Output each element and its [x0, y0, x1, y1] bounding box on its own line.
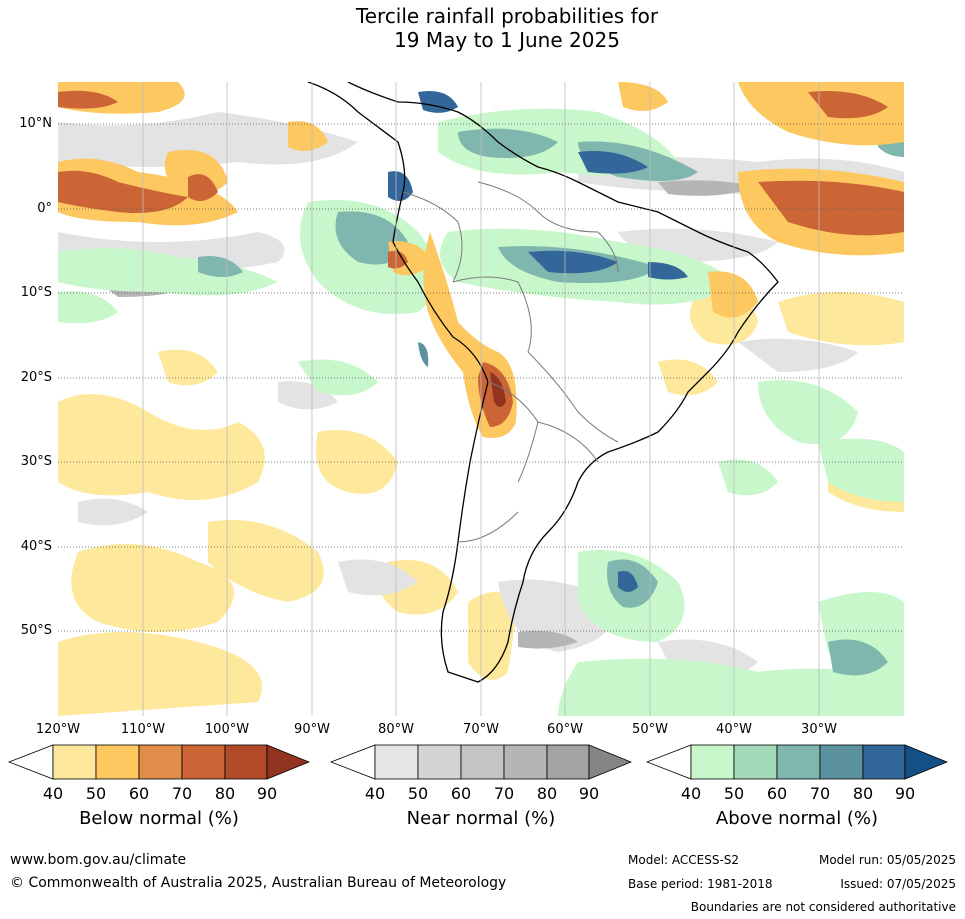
coastline: [307, 82, 779, 683]
lat-label-20s: 20°S: [20, 370, 52, 385]
colorbar-above-label: Above normal (%): [715, 808, 879, 829]
colorbar-above-tick-90: 90: [894, 784, 916, 803]
colorbar-below-tick-50: 50: [85, 784, 107, 803]
colorbar-above-tick-50: 50: [723, 784, 745, 803]
colorbar-below-tick-70: 70: [171, 784, 193, 803]
lon-label-60w: 60°W: [547, 722, 583, 737]
colorbar-below-swatch-1: [52, 744, 97, 780]
colorbar-below-swatch-4: [181, 744, 226, 780]
model-name: Model: ACCESS-S2: [628, 853, 740, 867]
model-run-date: Model run: 05/05/2025: [818, 853, 956, 867]
colorbar-near-tick-50: 50: [407, 784, 429, 803]
colorbar-below-swatch-0: [8, 744, 54, 780]
colorbar-near-tick-40: 40: [364, 784, 386, 803]
colorbar-near-swatch-0: [330, 744, 376, 780]
lon-label-70w: 70°W: [463, 722, 499, 737]
colorbar-above-tick-70: 70: [809, 784, 831, 803]
colorbar-near-tick-60: 60: [450, 784, 472, 803]
colorbar-near-swatch-6: [588, 744, 632, 780]
lon-label-80w: 80°W: [378, 722, 414, 737]
lon-label-30w: 30°W: [801, 722, 837, 737]
colorbar-near-swatch-4: [503, 744, 548, 780]
colorbar-near-tick-90: 90: [578, 784, 600, 803]
colorbar-above-swatch-3: [776, 744, 821, 780]
colorbar-above-swatch-6: [904, 744, 948, 780]
lon-label-90w: 90°W: [294, 722, 330, 737]
colorbar-near-label: Near normal (%): [406, 808, 556, 829]
below-normal-field-strong: [58, 90, 904, 269]
colorbar-near-tick-70: 70: [493, 784, 515, 803]
colorbar-above-tick-60: 60: [766, 784, 788, 803]
lat-label-50s: 50°S: [20, 623, 52, 638]
colorbar-below-tick-40: 40: [42, 784, 64, 803]
country-borders: [402, 181, 619, 543]
title-line-1: Tercile rainfall probabilities for: [355, 4, 659, 28]
colorbar-near-normal: [330, 744, 632, 780]
below-normal-field-south: [58, 290, 904, 716]
colorbar-below-tick-90: 90: [256, 784, 278, 803]
colorbar-below-tick-60: 60: [128, 784, 150, 803]
colorbar-above-swatch-0: [646, 744, 692, 780]
meridians: [142, 82, 820, 716]
lat-label-30s: 30°S: [20, 454, 52, 469]
lon-label-40w: 40°W: [716, 722, 752, 737]
colorbar-near-swatch-2: [417, 744, 462, 780]
colorbar-above-tick-40: 40: [680, 784, 702, 803]
colorbar-above-swatch-1: [690, 744, 735, 780]
lat-label-10s: 10°S: [20, 285, 52, 300]
probability-map: [58, 82, 904, 716]
colorbar-near-swatch-3: [460, 744, 505, 780]
colorbar-above-swatch-5: [862, 744, 906, 780]
lon-label-50w: 50°W: [632, 722, 668, 737]
lat-label-0: 0°: [37, 201, 52, 216]
colorbar-below-swatch-3: [138, 744, 183, 780]
colorbar-near-swatch-1: [374, 744, 419, 780]
lon-label-110w: 110°W: [120, 722, 166, 737]
title-line-2: 19 May to 1 June 2025: [394, 28, 620, 52]
lon-label-120w: 120°W: [35, 722, 81, 737]
colorbar-near-tick-80: 80: [536, 784, 558, 803]
lat-label-40s: 40°S: [20, 539, 52, 554]
lat-label-10n: 10°N: [19, 116, 52, 131]
colorbar-above-swatch-2: [733, 744, 778, 780]
base-period: Base period: 1981-2018: [628, 877, 773, 891]
colorbar-above-tick-80: 80: [852, 784, 874, 803]
colorbar-below-swatch-6: [266, 744, 310, 780]
colorbar-below-label: Below normal (%): [79, 808, 239, 829]
lon-label-100w: 100°W: [204, 722, 250, 737]
colorbar-above-normal: [646, 744, 948, 780]
website-link[interactable]: www.bom.gov.au/climate: [10, 852, 187, 868]
colorbar-near-swatch-5: [546, 744, 590, 780]
map-title: Tercile rainfall probabilities for 19 Ma…: [0, 4, 965, 52]
copyright-text: © Commonwealth of Australia 2025, Austra…: [10, 875, 507, 891]
above-normal-field-strong: [388, 91, 688, 592]
disclaimer-text: Boundaries are not considered authoritat…: [690, 900, 956, 914]
colorbar-below-tick-80: 80: [214, 784, 236, 803]
colorbar-below-swatch-2: [95, 744, 140, 780]
colorbar-above-swatch-4: [819, 744, 864, 780]
colorbar-below-normal: [8, 744, 310, 780]
colorbar-below-swatch-5: [224, 744, 268, 780]
issued-date: Issued: 07/05/2025: [840, 877, 956, 891]
